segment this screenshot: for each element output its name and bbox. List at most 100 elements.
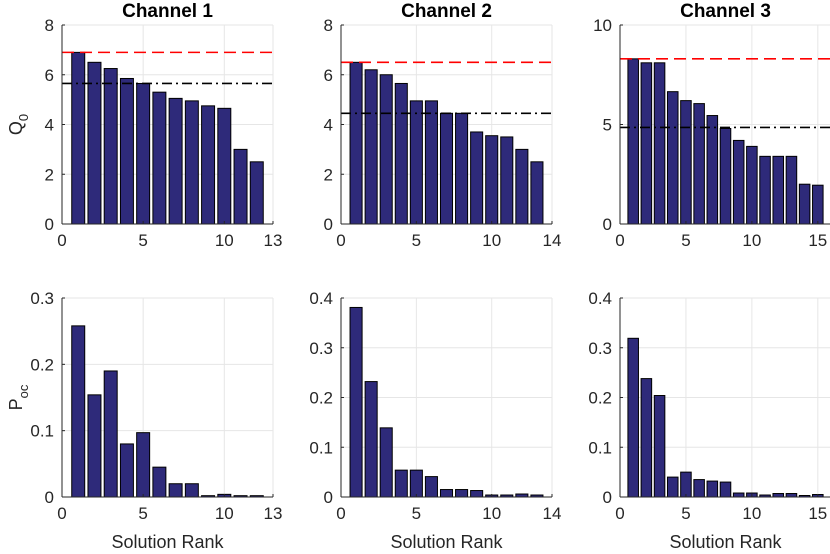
chart-panel-2: 0 5 10 14 0 2 4 6 8 Channel 2 <box>324 1 562 250</box>
y-tick-label: 6 <box>324 66 333 85</box>
bar <box>184 100 199 225</box>
y-tick-label: 0 <box>324 215 333 234</box>
x-tick-label: 5 <box>412 504 421 523</box>
bar <box>119 77 134 225</box>
bar <box>103 68 118 225</box>
bar <box>136 432 151 498</box>
chart-title: Channel 3 <box>680 1 771 22</box>
x-tick-label: 0 <box>615 504 624 523</box>
y-tick-label: 6 <box>45 66 54 85</box>
x-axis-label: Solution Rank <box>390 532 503 552</box>
y-tick-label: 0.1 <box>309 438 333 457</box>
bar <box>136 82 151 225</box>
x-tick-label: 0 <box>615 231 624 250</box>
bar <box>530 161 544 225</box>
bar <box>772 493 785 498</box>
bar <box>500 136 514 225</box>
bar <box>349 306 363 498</box>
x-tick-label: 14 <box>543 231 562 250</box>
y-tick-label: 8 <box>45 16 54 35</box>
y-axis-label: Q0 <box>6 114 31 135</box>
x-tick-label: 10 <box>742 231 761 250</box>
x-tick-label: 10 <box>215 504 234 523</box>
bar <box>719 481 732 498</box>
bar <box>217 107 232 225</box>
y-tick-label: 0 <box>45 215 54 234</box>
bar <box>680 471 692 498</box>
x-axis-label: Solution Rank <box>111 532 224 552</box>
y-tick-label: 0.1 <box>30 422 54 441</box>
y-tick-label: 2 <box>45 165 54 184</box>
y-tick-label: 0.1 <box>588 438 612 457</box>
bar <box>706 115 719 225</box>
bar <box>409 100 423 225</box>
y-tick-label: 0 <box>324 488 333 507</box>
bar <box>168 483 183 498</box>
y-tick-label: 0 <box>45 488 54 507</box>
bar <box>184 483 199 498</box>
y-tick-label: 4 <box>324 116 333 135</box>
bar <box>470 131 484 225</box>
y-tick-label: 0.4 <box>588 289 612 308</box>
bar <box>515 148 529 225</box>
bar <box>379 74 393 225</box>
bar <box>732 492 745 498</box>
bar <box>87 61 102 225</box>
bar <box>640 62 653 225</box>
x-tick-label: 0 <box>336 504 345 523</box>
bar <box>680 100 692 225</box>
y-tick-label: 0.3 <box>30 289 54 308</box>
x-tick-label: 15 <box>808 504 827 523</box>
x-tick-label: 13 <box>264 231 283 250</box>
bar <box>394 469 408 498</box>
x-tick-label: 10 <box>742 504 761 523</box>
chart-panel-6: 0 5 10 15 0 0.1 0.2 0.3 0.4 Solution Rank <box>588 289 830 552</box>
y-tick-label: 0.3 <box>588 339 612 358</box>
y-tick-label: 0.3 <box>309 339 333 358</box>
x-axis-label: Solution Rank <box>669 532 782 552</box>
bar <box>103 370 118 498</box>
bar <box>627 58 639 225</box>
bar <box>233 148 248 225</box>
bar <box>364 381 378 498</box>
x-tick-label: 14 <box>543 504 562 523</box>
chart-title: Channel 2 <box>401 1 492 22</box>
bar <box>746 145 758 225</box>
bar <box>785 155 798 225</box>
y-tick-label: 0.2 <box>588 389 612 408</box>
bar <box>152 91 167 225</box>
bar <box>249 161 264 225</box>
bar <box>439 489 454 498</box>
y-tick-label: 8 <box>324 16 333 35</box>
bar <box>394 82 408 225</box>
bar <box>152 466 167 498</box>
chart-panel-5: 0 5 10 14 0 0.1 0.2 0.3 0.4 Solution Rank <box>309 289 561 552</box>
y-tick-label: 0.2 <box>30 355 54 374</box>
y-tick-label: 0 <box>603 215 612 234</box>
x-tick-label: 10 <box>215 231 234 250</box>
bar <box>424 100 438 225</box>
bar <box>71 51 86 225</box>
y-tick-label: 2 <box>324 165 333 184</box>
x-tick-label: 10 <box>482 231 501 250</box>
bar <box>470 490 484 498</box>
bar <box>653 62 666 225</box>
bar <box>439 112 454 225</box>
y-tick-label: 10 <box>593 16 612 35</box>
x-tick-label: 0 <box>57 504 66 523</box>
bar <box>485 135 499 225</box>
bar <box>759 155 771 225</box>
y-tick-label: 5 <box>603 116 612 135</box>
x-tick-label: 0 <box>57 231 66 250</box>
bar <box>785 493 798 498</box>
bar <box>640 378 653 498</box>
bar <box>364 69 378 225</box>
bar <box>349 61 363 225</box>
chart-title: Channel 1 <box>122 1 213 22</box>
bar <box>772 155 785 225</box>
y-tick-label: 0.2 <box>309 389 333 408</box>
bar <box>424 476 438 498</box>
bar <box>455 112 469 225</box>
bar <box>693 479 705 498</box>
bar <box>201 105 216 225</box>
